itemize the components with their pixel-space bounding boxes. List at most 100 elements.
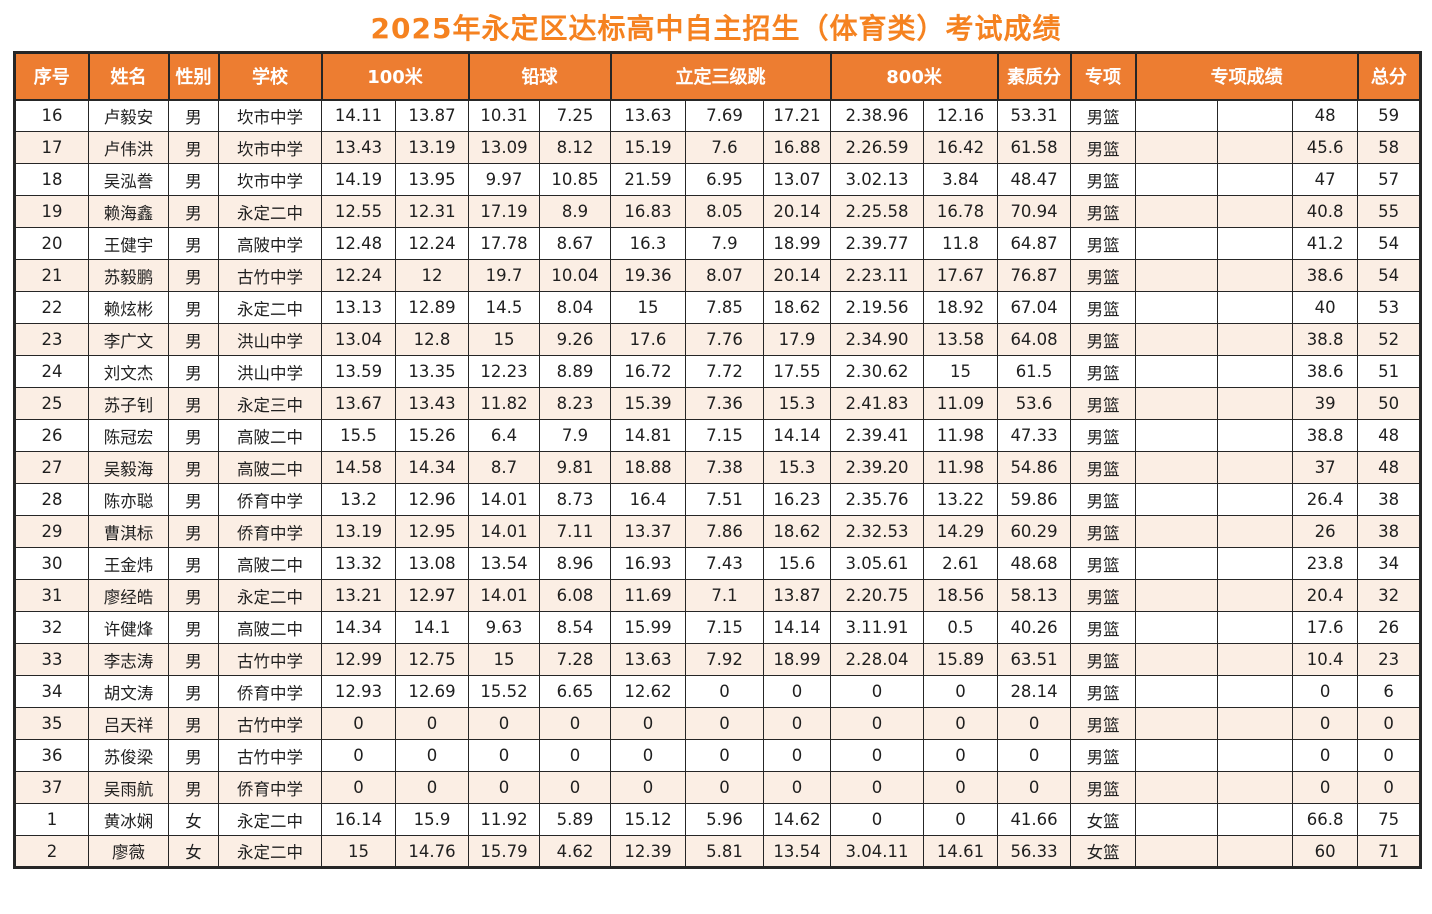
- school-cell: 侨育中学: [218, 771, 322, 804]
- triplejump-dist-cell: 16.93: [610, 547, 687, 580]
- table-row: 33 李志涛男古竹中学 12.99 12.75 15 7.28 13.63 7.92 18.99…: [14, 643, 1422, 676]
- table-row: 29 曹淇标男侨育中学 13.19 12.95 14.01 7.11 13.37 7.86 18…: [14, 515, 1422, 548]
- specialty-cell: 男篮: [1070, 611, 1137, 644]
- total-score-cell: 48: [1357, 419, 1422, 452]
- run800-score-cell: 0: [923, 707, 999, 740]
- run800-score-cell: 16.78: [923, 195, 999, 228]
- school-cell: 永定二中: [218, 291, 322, 324]
- shotput-dist-cell: 9.63: [468, 611, 541, 644]
- shotput-score-cell: 8.9: [539, 195, 612, 228]
- total-score-cell: 59: [1357, 99, 1422, 132]
- triplejump-score2-cell: 7.85: [685, 291, 765, 324]
- gender-cell: 男: [168, 195, 219, 228]
- run800-score-cell: 18.92: [923, 291, 999, 324]
- gender-cell: 男: [168, 419, 219, 452]
- specialty-cell: 男篮: [1070, 451, 1137, 484]
- specialty-score-blank1-cell: [1135, 803, 1219, 836]
- quality-score-cell: 61.5: [997, 355, 1072, 388]
- header-triple-jump: 立定三级跳: [609, 51, 832, 101]
- run800-score-cell: 11.98: [923, 419, 999, 452]
- triplejump-dist-cell: 12.39: [610, 835, 687, 868]
- triplejump-score2-cell: 7.76: [685, 323, 765, 356]
- specialty-score-blank1-cell: [1135, 227, 1219, 260]
- run800-time-cell: 0: [830, 675, 925, 708]
- run800-score-cell: 11.09: [923, 387, 999, 420]
- rank-cell: 17: [14, 131, 89, 164]
- table-row: 2 廖薇女永定二中 15 14.76 15.79 4.62 12.39 5.81 13.54 3.…: [14, 835, 1422, 868]
- triplejump-score3-cell: 17.9: [763, 323, 832, 356]
- sprint100-time1-cell: 14.11: [321, 99, 396, 132]
- triplejump-dist-cell: 16.3: [610, 227, 687, 260]
- table-row: 1 黄冰娴女永定二中 16.14 15.9 11.92 5.89 15.12 5.96 14.6…: [14, 803, 1422, 836]
- run800-time-cell: 2.39.41: [830, 419, 925, 452]
- run800-score-cell: 14.29: [923, 515, 999, 548]
- table-row: 37 吴雨航男侨育中学 0 0 0 0 0 0 0 0 0 0 男篮 0 0: [14, 771, 1422, 804]
- triplejump-score3-cell: 20.14: [763, 259, 832, 292]
- sprint100-time2-cell: 12: [394, 259, 470, 292]
- gender-cell: 男: [168, 323, 219, 356]
- name-cell: 廖经皓: [88, 579, 169, 612]
- sprint100-time1-cell: 0: [321, 771, 396, 804]
- quality-score-cell: 64.08: [997, 323, 1072, 356]
- specialty-score-blank1-cell: [1135, 387, 1219, 420]
- specialty-cell: 男篮: [1070, 227, 1137, 260]
- quality-score-cell: 63.51: [997, 643, 1072, 676]
- shotput-score-cell: 8.73: [539, 483, 612, 516]
- triplejump-dist-cell: 11.69: [610, 579, 687, 612]
- shotput-score-cell: 8.89: [539, 355, 612, 388]
- run800-time-cell: 2.41.83: [830, 387, 925, 420]
- specialty-score-cell: 48: [1292, 99, 1359, 132]
- header-total-score: 总分: [1356, 51, 1422, 101]
- table-row: 25 苏子钊男永定三中 13.67 13.43 11.82 8.23 15.39 7.36 15…: [14, 387, 1422, 420]
- sprint100-time1-cell: 12.99: [321, 643, 396, 676]
- triplejump-score3-cell: 15.3: [763, 451, 832, 484]
- specialty-cell: 男篮: [1070, 675, 1137, 708]
- school-cell: 高陂二中: [218, 419, 322, 452]
- specialty-cell: 男篮: [1070, 355, 1137, 388]
- name-cell: 曹淇标: [88, 515, 169, 548]
- quality-score-cell: 40.26: [997, 611, 1072, 644]
- header-specialty: 专项: [1069, 51, 1137, 101]
- run800-time-cell: 2.39.77: [830, 227, 925, 260]
- shotput-dist-cell: 14.01: [468, 579, 541, 612]
- specialty-score-blank2-cell: [1217, 291, 1294, 324]
- name-cell: 卢伟洪: [88, 131, 169, 164]
- specialty-score-blank2-cell: [1217, 387, 1294, 420]
- run800-time-cell: 2.30.62: [830, 355, 925, 388]
- name-cell: 陈亦聪: [88, 483, 169, 516]
- name-cell: 黄冰娴: [88, 803, 169, 836]
- name-cell: 吴毅海: [88, 451, 169, 484]
- name-cell: 苏俊梁: [88, 739, 169, 772]
- triplejump-score2-cell: 0: [685, 771, 765, 804]
- triplejump-score2-cell: 8.07: [685, 259, 765, 292]
- triplejump-score2-cell: 7.9: [685, 227, 765, 260]
- sprint100-time2-cell: 12.75: [394, 643, 470, 676]
- specialty-cell: 男篮: [1070, 99, 1137, 132]
- gender-cell: 男: [168, 387, 219, 420]
- sprint100-time1-cell: 13.04: [321, 323, 396, 356]
- specialty-score-cell: 41.2: [1292, 227, 1359, 260]
- run800-time-cell: 3.05.61: [830, 547, 925, 580]
- shotput-dist-cell: 15.79: [468, 835, 541, 868]
- run800-score-cell: 13.58: [923, 323, 999, 356]
- triplejump-dist-cell: 16.72: [610, 355, 687, 388]
- school-cell: 侨育中学: [218, 675, 322, 708]
- sprint100-time2-cell: 12.97: [394, 579, 470, 612]
- shotput-dist-cell: 9.97: [468, 163, 541, 196]
- gender-cell: 男: [168, 611, 219, 644]
- sprint100-time1-cell: 14.58: [321, 451, 396, 484]
- shotput-dist-cell: 12.23: [468, 355, 541, 388]
- run800-time-cell: 0: [830, 771, 925, 804]
- table-body: 16 卢毅安男坎市中学 14.11 13.87 10.31 7.25 13.63 7.69 17…: [14, 99, 1422, 868]
- shotput-dist-cell: 11.82: [468, 387, 541, 420]
- triplejump-dist-cell: 19.36: [610, 259, 687, 292]
- specialty-score-blank2-cell: [1217, 643, 1294, 676]
- school-cell: 永定二中: [218, 835, 322, 868]
- name-cell: 陈冠宏: [88, 419, 169, 452]
- sprint100-time2-cell: 15.26: [394, 419, 470, 452]
- shotput-dist-cell: 14.5: [468, 291, 541, 324]
- total-score-cell: 0: [1357, 707, 1422, 740]
- run800-time-cell: 3.11.91: [830, 611, 925, 644]
- school-cell: 古竹中学: [218, 643, 322, 676]
- sprint100-time1-cell: 13.43: [321, 131, 396, 164]
